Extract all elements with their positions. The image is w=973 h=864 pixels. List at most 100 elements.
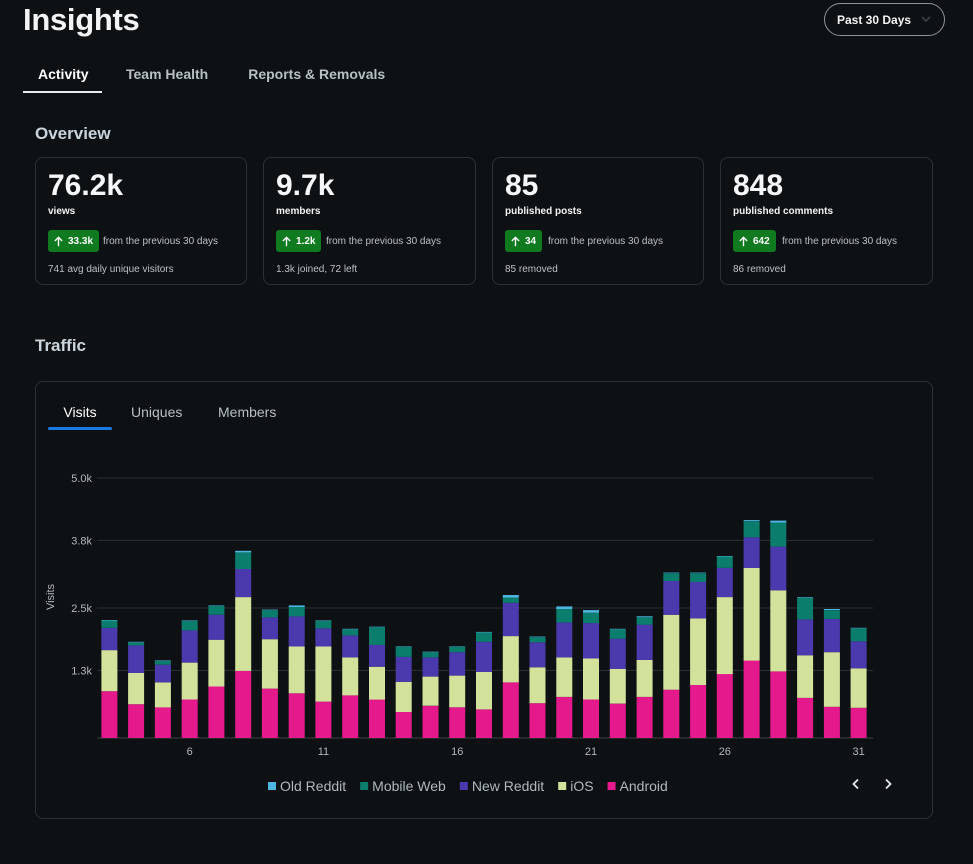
bar-segment-new-reddit[interactable] [342,635,359,658]
bar-segment-mobile-web[interactable] [369,627,385,645]
bar-segment-mobile-web[interactable] [583,612,599,624]
bar-segment-old-reddit[interactable] [476,631,492,633]
bar-segment-ios[interactable] [583,658,599,700]
bar-segment-old-reddit[interactable] [609,628,626,630]
date-range-select[interactable]: Past 30 Days [824,3,945,36]
bar-segment-android[interactable] [449,707,466,738]
bar-segment-new-reddit[interactable] [449,652,466,676]
bar-segment-old-reddit[interactable] [154,660,171,662]
bar-segment-mobile-web[interactable] [208,605,225,615]
chart-next-button[interactable] [878,774,898,794]
bar-segment-android[interactable] [128,704,145,738]
bar-segment-ios[interactable] [128,673,145,705]
bar-segment-old-reddit[interactable] [663,572,680,574]
bar-segment-ios[interactable] [823,652,840,707]
bar-segment-ios[interactable] [636,660,653,697]
bar-segment-old-reddit[interactable] [823,609,840,610]
bar-segment-ios[interactable] [101,650,118,692]
bar-segment-mobile-web[interactable] [797,597,814,620]
bar-segment-ios[interactable] [716,597,733,675]
bar-segment-android[interactable] [315,701,332,738]
bar-segment-new-reddit[interactable] [476,641,492,672]
bar-segment-old-reddit[interactable] [315,620,332,622]
bar-segment-old-reddit[interactable] [101,620,118,621]
bar-segment-old-reddit[interactable] [128,641,145,643]
bar-segment-android[interactable] [770,671,787,738]
bar-segment-mobile-web[interactable] [609,629,626,639]
legend-label[interactable]: Android [620,778,668,794]
bar-segment-android[interactable] [288,693,305,738]
chart-prev-button[interactable] [846,774,866,794]
bar-segment-old-reddit[interactable] [261,609,278,611]
bar-segment-mobile-web[interactable] [154,661,171,665]
bar-segment-android[interactable] [583,699,599,739]
bar-segment-new-reddit[interactable] [690,582,707,619]
tab-visits[interactable]: Visits [48,396,112,430]
bar-segment-new-reddit[interactable] [609,638,626,669]
bar-segment-ios[interactable] [743,568,760,661]
bar-segment-mobile-web[interactable] [770,522,787,547]
bar-segment-android[interactable] [690,685,707,738]
bar-segment-android[interactable] [502,682,519,738]
bar-segment-android[interactable] [422,705,439,738]
bar-segment-mobile-web[interactable] [128,642,145,646]
bar-segment-old-reddit[interactable] [449,646,466,648]
bar-segment-ios[interactable] [609,668,626,704]
bar-segment-new-reddit[interactable] [422,657,439,677]
bar-segment-old-reddit[interactable] [556,606,573,609]
bar-segment-ios[interactable] [181,662,198,700]
bar-segment-android[interactable] [101,691,118,738]
bar-segment-android[interactable] [797,698,814,738]
bar-segment-ios[interactable] [422,676,439,706]
bar-segment-new-reddit[interactable] [556,622,573,658]
bar-segment-ios[interactable] [476,672,492,710]
bar-segment-new-reddit[interactable] [261,617,278,640]
tab-members[interactable]: Members [218,396,276,430]
bar-segment-android[interactable] [342,695,359,738]
bar-segment-mobile-web[interactable] [261,610,278,618]
bar-segment-old-reddit[interactable] [529,636,546,638]
legend-label[interactable]: New Reddit [472,778,544,794]
bar-segment-mobile-web[interactable] [422,652,439,658]
bar-segment-mobile-web[interactable] [636,617,653,625]
bar-segment-mobile-web[interactable] [556,609,573,623]
bar-segment-android[interactable] [529,703,546,738]
bar-segment-android[interactable] [181,699,198,739]
bar-segment-new-reddit[interactable] [770,546,787,591]
bar-segment-android[interactable] [663,689,680,738]
bar-segment-mobile-web[interactable] [850,628,867,642]
bar-segment-new-reddit[interactable] [288,616,305,647]
bar-segment-ios[interactable] [850,668,867,708]
bar-segment-mobile-web[interactable] [476,632,492,642]
bar-segment-old-reddit[interactable] [342,628,359,630]
bar-segment-old-reddit[interactable] [181,620,198,622]
bar-segment-ios[interactable] [235,597,252,671]
bar-segment-old-reddit[interactable] [288,605,305,607]
bar-segment-android[interactable] [369,699,385,739]
bar-segment-new-reddit[interactable] [636,624,653,660]
bar-segment-android[interactable] [556,696,573,738]
bar-segment-new-reddit[interactable] [208,614,225,640]
bar-segment-ios[interactable] [502,636,519,683]
legend-label[interactable]: Old Reddit [280,778,346,794]
bar-segment-mobile-web[interactable] [288,607,305,617]
bar-segment-new-reddit[interactable] [154,664,171,683]
tab-reports-removals[interactable]: Reports & Removals [248,58,385,93]
bar-segment-android[interactable] [154,707,171,738]
bar-segment-android[interactable] [636,696,653,738]
bar-segment-new-reddit[interactable] [395,656,412,682]
bar-segment-ios[interactable] [663,614,680,690]
tab-team-health[interactable]: Team Health [126,58,208,93]
bar-segment-ios[interactable] [529,667,546,704]
bar-segment-new-reddit[interactable] [128,645,145,673]
bar-segment-new-reddit[interactable] [101,627,118,651]
tab-uniques[interactable]: Uniques [131,396,182,430]
bar-segment-new-reddit[interactable] [369,644,385,667]
bar-segment-old-reddit[interactable] [716,556,733,557]
bar-segment-mobile-web[interactable] [716,556,733,568]
bar-segment-new-reddit[interactable] [502,602,519,637]
bar-segment-android[interactable] [823,706,840,738]
bar-segment-ios[interactable] [556,657,573,697]
bar-segment-ios[interactable] [395,681,412,712]
bar-segment-ios[interactable] [261,639,278,689]
